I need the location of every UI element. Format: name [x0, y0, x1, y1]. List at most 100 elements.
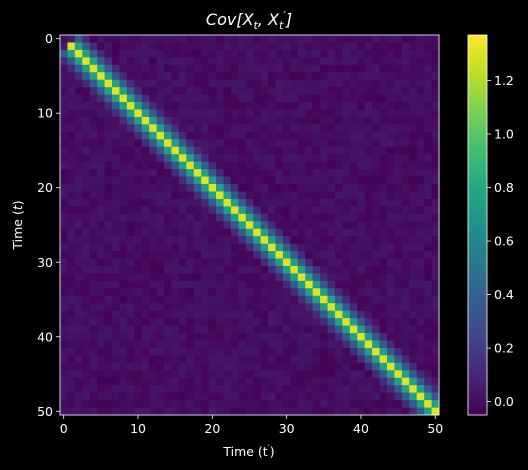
heatmap-cell — [156, 161, 165, 170]
heatmap-cell — [312, 392, 321, 401]
heatmap-cell — [74, 72, 83, 81]
heatmap-cell — [82, 377, 91, 386]
heatmap-cell — [334, 72, 343, 81]
heatmap-cell — [216, 407, 224, 416]
heatmap-cell — [97, 340, 105, 349]
heatmap-cell — [238, 206, 247, 215]
heatmap-cell — [357, 116, 366, 125]
heatmap-cell — [386, 407, 395, 416]
heatmap-cell — [253, 64, 262, 73]
heatmap-cell — [282, 347, 291, 356]
heatmap-cell — [238, 87, 247, 96]
heatmap-cell — [141, 355, 150, 364]
heatmap-cell — [342, 87, 351, 96]
heatmap-cell — [97, 325, 105, 334]
heatmap-cell — [431, 64, 440, 73]
heatmap-cell — [364, 191, 373, 200]
heatmap-cell — [260, 288, 269, 297]
heatmap-cell — [74, 198, 83, 207]
heatmap-cell — [290, 340, 299, 349]
heatmap-cell — [349, 303, 358, 312]
heatmap-cell — [119, 251, 128, 259]
heatmap-cell — [349, 176, 358, 185]
heatmap-cell — [409, 318, 418, 326]
heatmap-cell — [171, 303, 180, 312]
heatmap-cell — [89, 236, 98, 245]
heatmap-cell — [245, 370, 254, 379]
heatmap-cell — [119, 228, 128, 237]
heatmap-cell — [401, 385, 410, 394]
y-tick-label: 0 — [45, 31, 53, 46]
heatmap-cell — [141, 236, 150, 245]
heatmap-cell — [342, 139, 351, 148]
heatmap-cell — [312, 407, 321, 416]
heatmap-cell — [334, 35, 343, 43]
heatmap-cell — [320, 79, 328, 88]
heatmap-cell — [104, 273, 113, 282]
heatmap-cell — [156, 94, 165, 103]
heatmap-cell — [82, 362, 91, 371]
heatmap-cell — [201, 49, 210, 58]
heatmap-cell — [126, 355, 135, 364]
heatmap-cell — [401, 392, 410, 401]
heatmap-cell — [97, 303, 105, 312]
heatmap-cell — [164, 161, 172, 170]
heatmap-cell — [290, 124, 299, 133]
heatmap-cell — [230, 184, 239, 192]
heatmap-cell — [149, 295, 158, 304]
heatmap-cell — [126, 154, 135, 163]
heatmap-cell — [364, 280, 373, 289]
heatmap-cell — [141, 325, 150, 334]
heatmap-cell — [134, 280, 143, 289]
heatmap-cell — [245, 139, 254, 148]
heatmap-cell — [386, 87, 395, 96]
heatmap-cell — [349, 184, 358, 192]
heatmap-cell — [275, 325, 284, 334]
heatmap-cell — [230, 236, 239, 245]
heatmap-cell — [223, 347, 232, 356]
heatmap-cell — [164, 370, 172, 379]
heatmap-cell — [156, 64, 165, 73]
heatmap-cell — [320, 57, 328, 66]
heatmap-cell — [275, 400, 284, 408]
heatmap-cell — [238, 102, 247, 110]
heatmap-cell — [208, 258, 217, 267]
heatmap-cell — [97, 191, 105, 200]
heatmap-cell — [275, 236, 284, 245]
heatmap-cell — [416, 206, 425, 215]
heatmap-cell — [268, 280, 276, 289]
heatmap-cell — [67, 42, 76, 51]
heatmap-cell — [342, 347, 351, 356]
heatmap-cell — [364, 64, 373, 73]
heatmap-cell — [82, 176, 91, 185]
heatmap-cell — [431, 87, 440, 96]
heatmap-cell — [223, 310, 232, 319]
heatmap-cell — [320, 400, 328, 408]
heatmap-cell — [305, 355, 314, 364]
heatmap-cell — [164, 42, 172, 51]
heatmap-cell — [223, 191, 232, 200]
heatmap-cell — [409, 42, 418, 51]
heatmap-cell — [193, 116, 202, 125]
heatmap-cell — [74, 333, 83, 341]
heatmap-cell — [238, 303, 247, 312]
heatmap-cell — [372, 310, 380, 319]
heatmap-cell — [372, 347, 380, 356]
heatmap-cell — [178, 280, 187, 289]
heatmap-cell — [357, 124, 366, 133]
heatmap-cell — [268, 146, 276, 155]
heatmap-cell — [424, 310, 432, 319]
heatmap-cell — [268, 318, 276, 326]
heatmap-cell — [260, 64, 269, 73]
heatmap-cell — [89, 340, 98, 349]
heatmap-cell — [193, 184, 202, 192]
heatmap-cell — [282, 273, 291, 282]
heatmap-cell — [349, 400, 358, 408]
heatmap-cell — [60, 362, 68, 371]
heatmap-cell — [223, 169, 232, 177]
heatmap-cell — [409, 213, 418, 222]
heatmap-cell — [312, 243, 321, 252]
heatmap-cell — [275, 340, 284, 349]
heatmap-cell — [208, 221, 217, 230]
heatmap-cell — [134, 94, 143, 103]
